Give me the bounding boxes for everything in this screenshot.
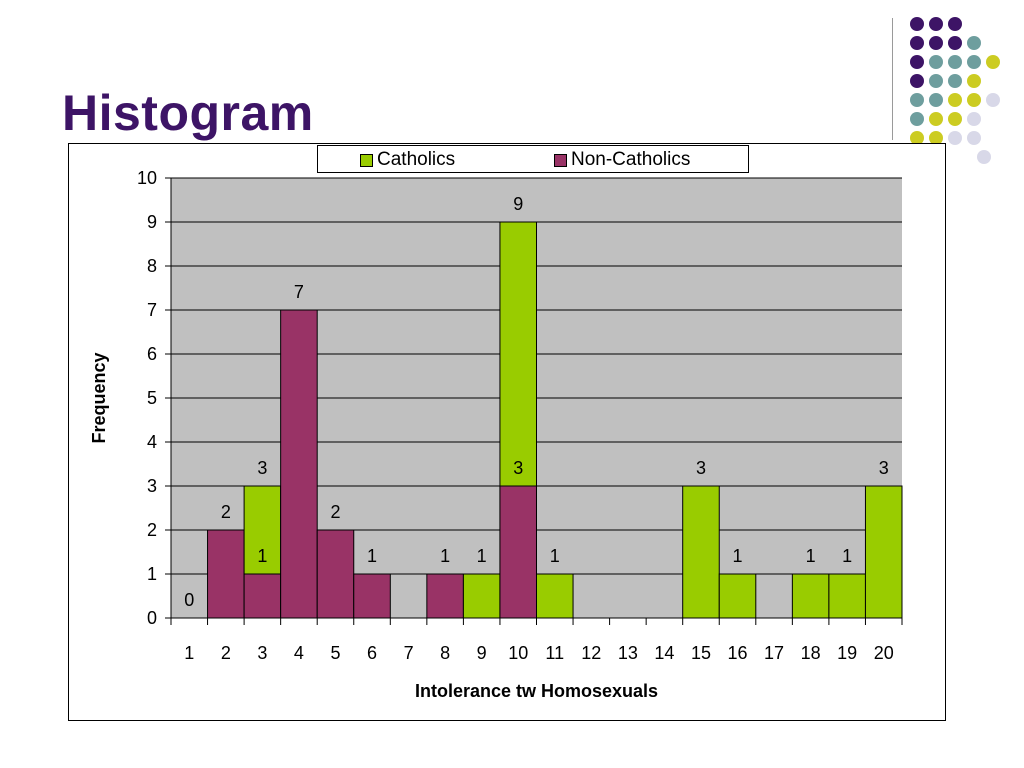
bar-non-catholics — [280, 309, 318, 619]
data-label: 1 — [477, 546, 487, 566]
data-label: 3 — [879, 458, 889, 478]
y-tick-label: 0 — [147, 608, 157, 628]
chart-legend: Catholics Non-Catholics — [317, 145, 749, 173]
legend-swatch-non-catholics — [554, 153, 567, 167]
y-axis-title: Frequency — [89, 352, 109, 443]
data-label: 1 — [550, 546, 560, 566]
legend-label-catholics: Catholics — [377, 149, 456, 170]
y-tick-label: 9 — [147, 212, 157, 232]
x-tick-label: 19 — [837, 643, 857, 663]
bar-non-catholics — [353, 573, 391, 619]
bar-non-catholics — [243, 573, 282, 619]
x-tick-label: 16 — [728, 643, 748, 663]
decorative-divider — [892, 18, 893, 140]
y-tick-label: 1 — [147, 564, 157, 584]
bar-catholics — [462, 573, 501, 619]
y-tick-label: 7 — [147, 300, 157, 320]
x-tick-label: 10 — [508, 643, 528, 663]
bar-catholics — [791, 573, 830, 619]
data-label: 1 — [367, 546, 377, 566]
data-label: 7 — [294, 282, 304, 302]
x-tick-label: 8 — [440, 643, 450, 663]
x-tick-label: 15 — [691, 643, 711, 663]
x-tick-label: 20 — [874, 643, 894, 663]
bar-catholics — [828, 573, 866, 619]
x-tick-label: 2 — [221, 643, 231, 663]
y-tick-label: 8 — [147, 256, 157, 276]
legend-label-non-catholics: Non-Catholics — [571, 149, 691, 170]
x-tick-label: 14 — [654, 643, 674, 663]
bar-catholics — [682, 485, 720, 619]
bar-catholics — [864, 485, 903, 619]
data-label: 1 — [440, 546, 450, 566]
data-label: 1 — [257, 546, 267, 566]
data-label: 3 — [696, 458, 706, 478]
x-tick-label: 11 — [545, 643, 564, 663]
x-tick-label: 5 — [330, 643, 340, 663]
bar-non-catholics — [426, 573, 464, 619]
data-label: 2 — [221, 502, 231, 522]
x-tick-label: 6 — [367, 643, 377, 663]
data-label: 1 — [806, 546, 816, 566]
x-tick-label: 18 — [801, 643, 821, 663]
x-axis-title: Intolerance tw Homosexuals — [415, 681, 658, 701]
legend-swatch-catholics — [360, 153, 373, 167]
x-tick-label: 17 — [764, 643, 784, 663]
data-label: 9 — [513, 194, 523, 214]
x-tick-label: 7 — [404, 643, 414, 663]
data-label: 1 — [842, 546, 852, 566]
bar-non-catholics — [499, 485, 538, 619]
data-label: 2 — [330, 502, 340, 522]
y-tick-label: 2 — [147, 520, 157, 540]
data-label: 0 — [184, 590, 194, 610]
legend-item-catholics: Catholics — [360, 149, 455, 171]
y-tick-label: 10 — [137, 168, 157, 188]
bar-catholics — [536, 573, 574, 619]
y-tick-label: 4 — [147, 432, 157, 452]
y-tick-label: 3 — [147, 476, 157, 496]
x-tick-label: 3 — [257, 643, 267, 663]
bar-non-catholics — [207, 529, 245, 619]
y-tick-label: 6 — [147, 344, 157, 364]
x-tick-label: 12 — [581, 643, 601, 663]
legend-item-non-catholics: Non-Catholics — [554, 149, 690, 171]
x-tick-label: 9 — [477, 643, 487, 663]
bar-catholics — [718, 573, 757, 619]
data-label: 1 — [733, 546, 743, 566]
x-tick-label: 4 — [294, 643, 304, 663]
x-tick-label: 13 — [618, 643, 638, 663]
x-tick-label: 1 — [184, 643, 194, 663]
bar-non-catholics — [316, 529, 355, 619]
data-label: 3 — [257, 458, 267, 478]
y-tick-label: 5 — [147, 388, 157, 408]
slide-title: Histogram — [62, 85, 314, 141]
data-label: 3 — [513, 458, 523, 478]
